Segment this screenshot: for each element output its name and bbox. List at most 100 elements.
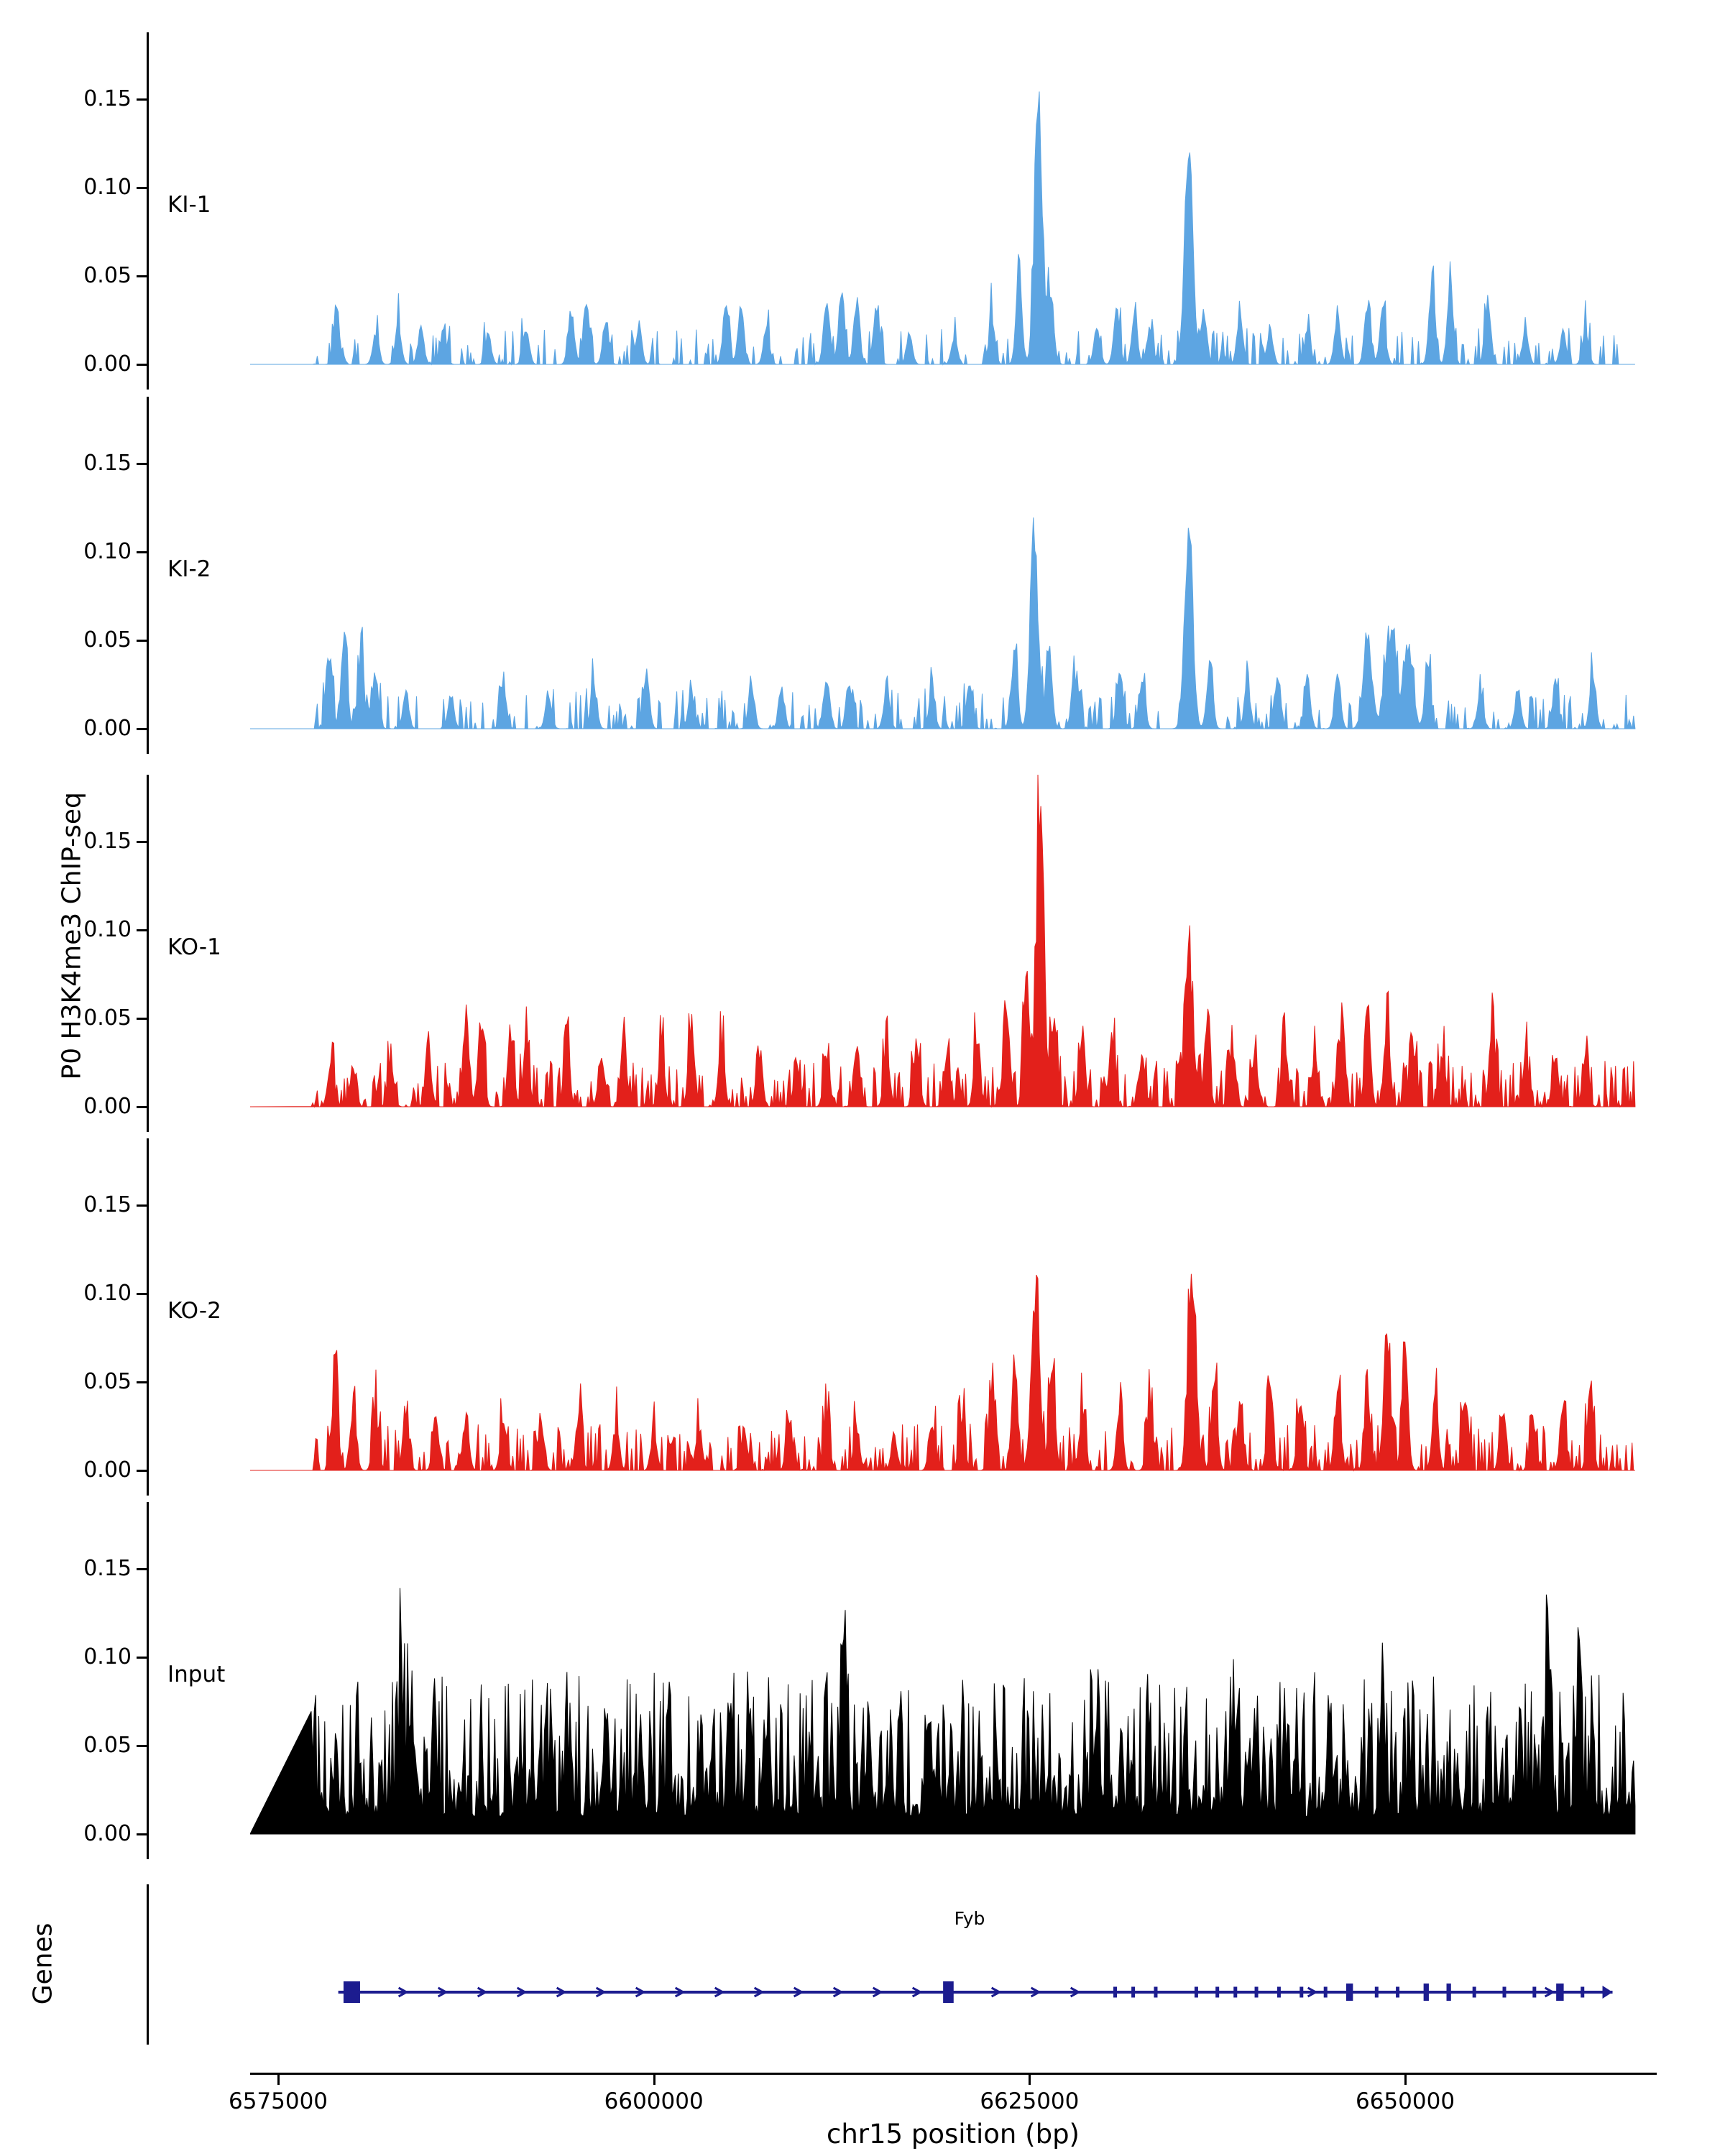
y-tick-mark — [137, 1106, 147, 1108]
y-tick-mark — [137, 275, 147, 277]
strand-arrow-icon — [674, 1986, 686, 1998]
signal-area — [250, 91, 1635, 366]
gene-exon — [1423, 1984, 1429, 2001]
gene-exon — [1556, 1984, 1564, 2001]
strand-arrow-icon — [753, 1986, 765, 1998]
y-tick-label: 0.15 — [83, 829, 132, 854]
y-tick-mark — [137, 1470, 147, 1472]
strand-arrow-icon — [911, 1986, 923, 1998]
y-tick-label: 0.05 — [83, 1369, 132, 1394]
gene-exon — [1233, 1986, 1238, 1998]
gene-exon — [1131, 1986, 1136, 1998]
track-axis-spine — [147, 32, 149, 390]
y-tick-mark — [137, 1018, 147, 1020]
strand-arrow-icon — [635, 1986, 646, 1998]
x-tick-mark — [1404, 2075, 1407, 2085]
strand-arrow-icon — [516, 1986, 528, 1998]
y-tick-mark — [137, 463, 147, 465]
strand-arrow-icon — [1307, 1986, 1318, 1998]
y-tick-label: 0.05 — [83, 263, 132, 288]
y-tick-label: 0.05 — [83, 1005, 132, 1031]
gene-model — [338, 1981, 1613, 2003]
y-tick-label: 0.05 — [83, 627, 132, 653]
strand-arrow-icon — [397, 1986, 409, 1998]
strand-arrow-icon — [556, 1986, 567, 1998]
strand-arrow-icon — [793, 1986, 804, 1998]
strand-arrow-icon — [595, 1986, 607, 1998]
strand-arrow-icon — [990, 1986, 1002, 1998]
signal-path-ko-1 — [250, 775, 1636, 1108]
gene-exon — [1154, 1986, 1158, 1998]
gene-name-label: Fyb — [954, 1908, 985, 1929]
x-tick-mark — [1029, 2075, 1031, 2085]
gene-exon — [1113, 1986, 1118, 1998]
signal-area — [250, 1588, 1636, 1835]
gene-exon — [1276, 1986, 1281, 1998]
strand-arrow-icon — [477, 1986, 488, 1998]
gene-exon — [1215, 1986, 1220, 1998]
strand-arrow-icon — [832, 1986, 844, 1998]
gene-exon — [1532, 1986, 1537, 1998]
track-panel-ko-1: 0.15 0.10 0.05 0.00 KO-1 — [0, 775, 1725, 1134]
signal-path-input — [250, 1588, 1636, 1835]
genes-panel: Fyb — [0, 1879, 1725, 2052]
gene-exon — [1374, 1986, 1379, 1998]
strand-arrow-icon — [437, 1986, 448, 1998]
genes-axis-spine — [147, 1884, 149, 2045]
track-panel-input: 0.15 0.10 0.05 0.00 Input — [0, 1502, 1725, 1861]
signal-path-ki-1 — [250, 91, 1635, 366]
x-tick-label: 6625000 — [980, 2088, 1080, 2114]
y-tick-label: 0.10 — [83, 1644, 132, 1669]
track-panel-ki-1: 0.15 0.10 0.05 0.00 KI-1 — [0, 32, 1725, 392]
y-tick-mark — [137, 1568, 147, 1570]
y-tick-mark — [137, 841, 147, 843]
y-tick-label: 0.00 — [83, 716, 132, 741]
x-tick-mark — [277, 2075, 280, 2085]
y-tick-mark — [137, 1833, 147, 1835]
y-tick-mark — [137, 98, 147, 101]
y-tick-label: 0.10 — [83, 175, 132, 200]
y-tick-label: 0.15 — [83, 1192, 132, 1217]
gene-exon — [1446, 1984, 1451, 2001]
y-tick-label: 0.05 — [83, 1733, 132, 1758]
track-label: KO-1 — [167, 934, 221, 960]
strand-arrow-icon — [872, 1986, 883, 1998]
y-tick-label: 0.15 — [83, 1556, 132, 1581]
y-tick-label: 0.00 — [83, 1457, 132, 1483]
y-tick-label: 0.00 — [83, 1821, 132, 1846]
x-axis-line — [250, 2073, 1657, 2075]
track-axis-spine — [147, 1138, 149, 1496]
x-tick-label: 6575000 — [228, 2088, 328, 2114]
y-tick-label: 0.10 — [83, 917, 132, 942]
y-tick-label: 0.15 — [83, 86, 132, 111]
track-panel-ki-2: 0.15 0.10 0.05 0.00 KI-2 — [0, 397, 1725, 756]
track-axis-spine — [147, 397, 149, 754]
strand-arrow-icon — [714, 1986, 725, 1998]
y-tick-mark — [137, 1204, 147, 1207]
track-axis-spine — [147, 775, 149, 1132]
gene-exon — [1472, 1986, 1476, 1998]
signal-path-ko-2 — [250, 1273, 1635, 1472]
track-label: Input — [167, 1662, 226, 1687]
track-label: KI-1 — [167, 192, 211, 218]
gene-exon — [1581, 1986, 1585, 1998]
y-tick-mark — [137, 1293, 147, 1295]
track-label: KI-2 — [167, 556, 211, 582]
gene-end-arrow-icon — [1602, 1986, 1613, 1999]
gene-exon — [1502, 1986, 1506, 1998]
y-tick-mark — [137, 364, 147, 366]
y-tick-mark — [137, 929, 147, 931]
y-tick-mark — [137, 1657, 147, 1659]
y-tick-mark — [137, 187, 147, 189]
signal-path-ki-2 — [250, 517, 1636, 730]
y-tick-mark — [137, 1381, 147, 1383]
y-tick-label: 0.00 — [83, 1094, 132, 1119]
gene-exon — [343, 1981, 360, 2003]
strand-arrow-icon — [1030, 1986, 1041, 1998]
gene-exon — [1194, 1986, 1198, 1998]
x-tick-label: 6650000 — [1355, 2088, 1455, 2114]
gene-exon — [943, 1981, 954, 2003]
y-tick-mark — [137, 640, 147, 642]
track-panel-ko-2: 0.15 0.10 0.05 0.00 KO-2 — [0, 1138, 1725, 1498]
